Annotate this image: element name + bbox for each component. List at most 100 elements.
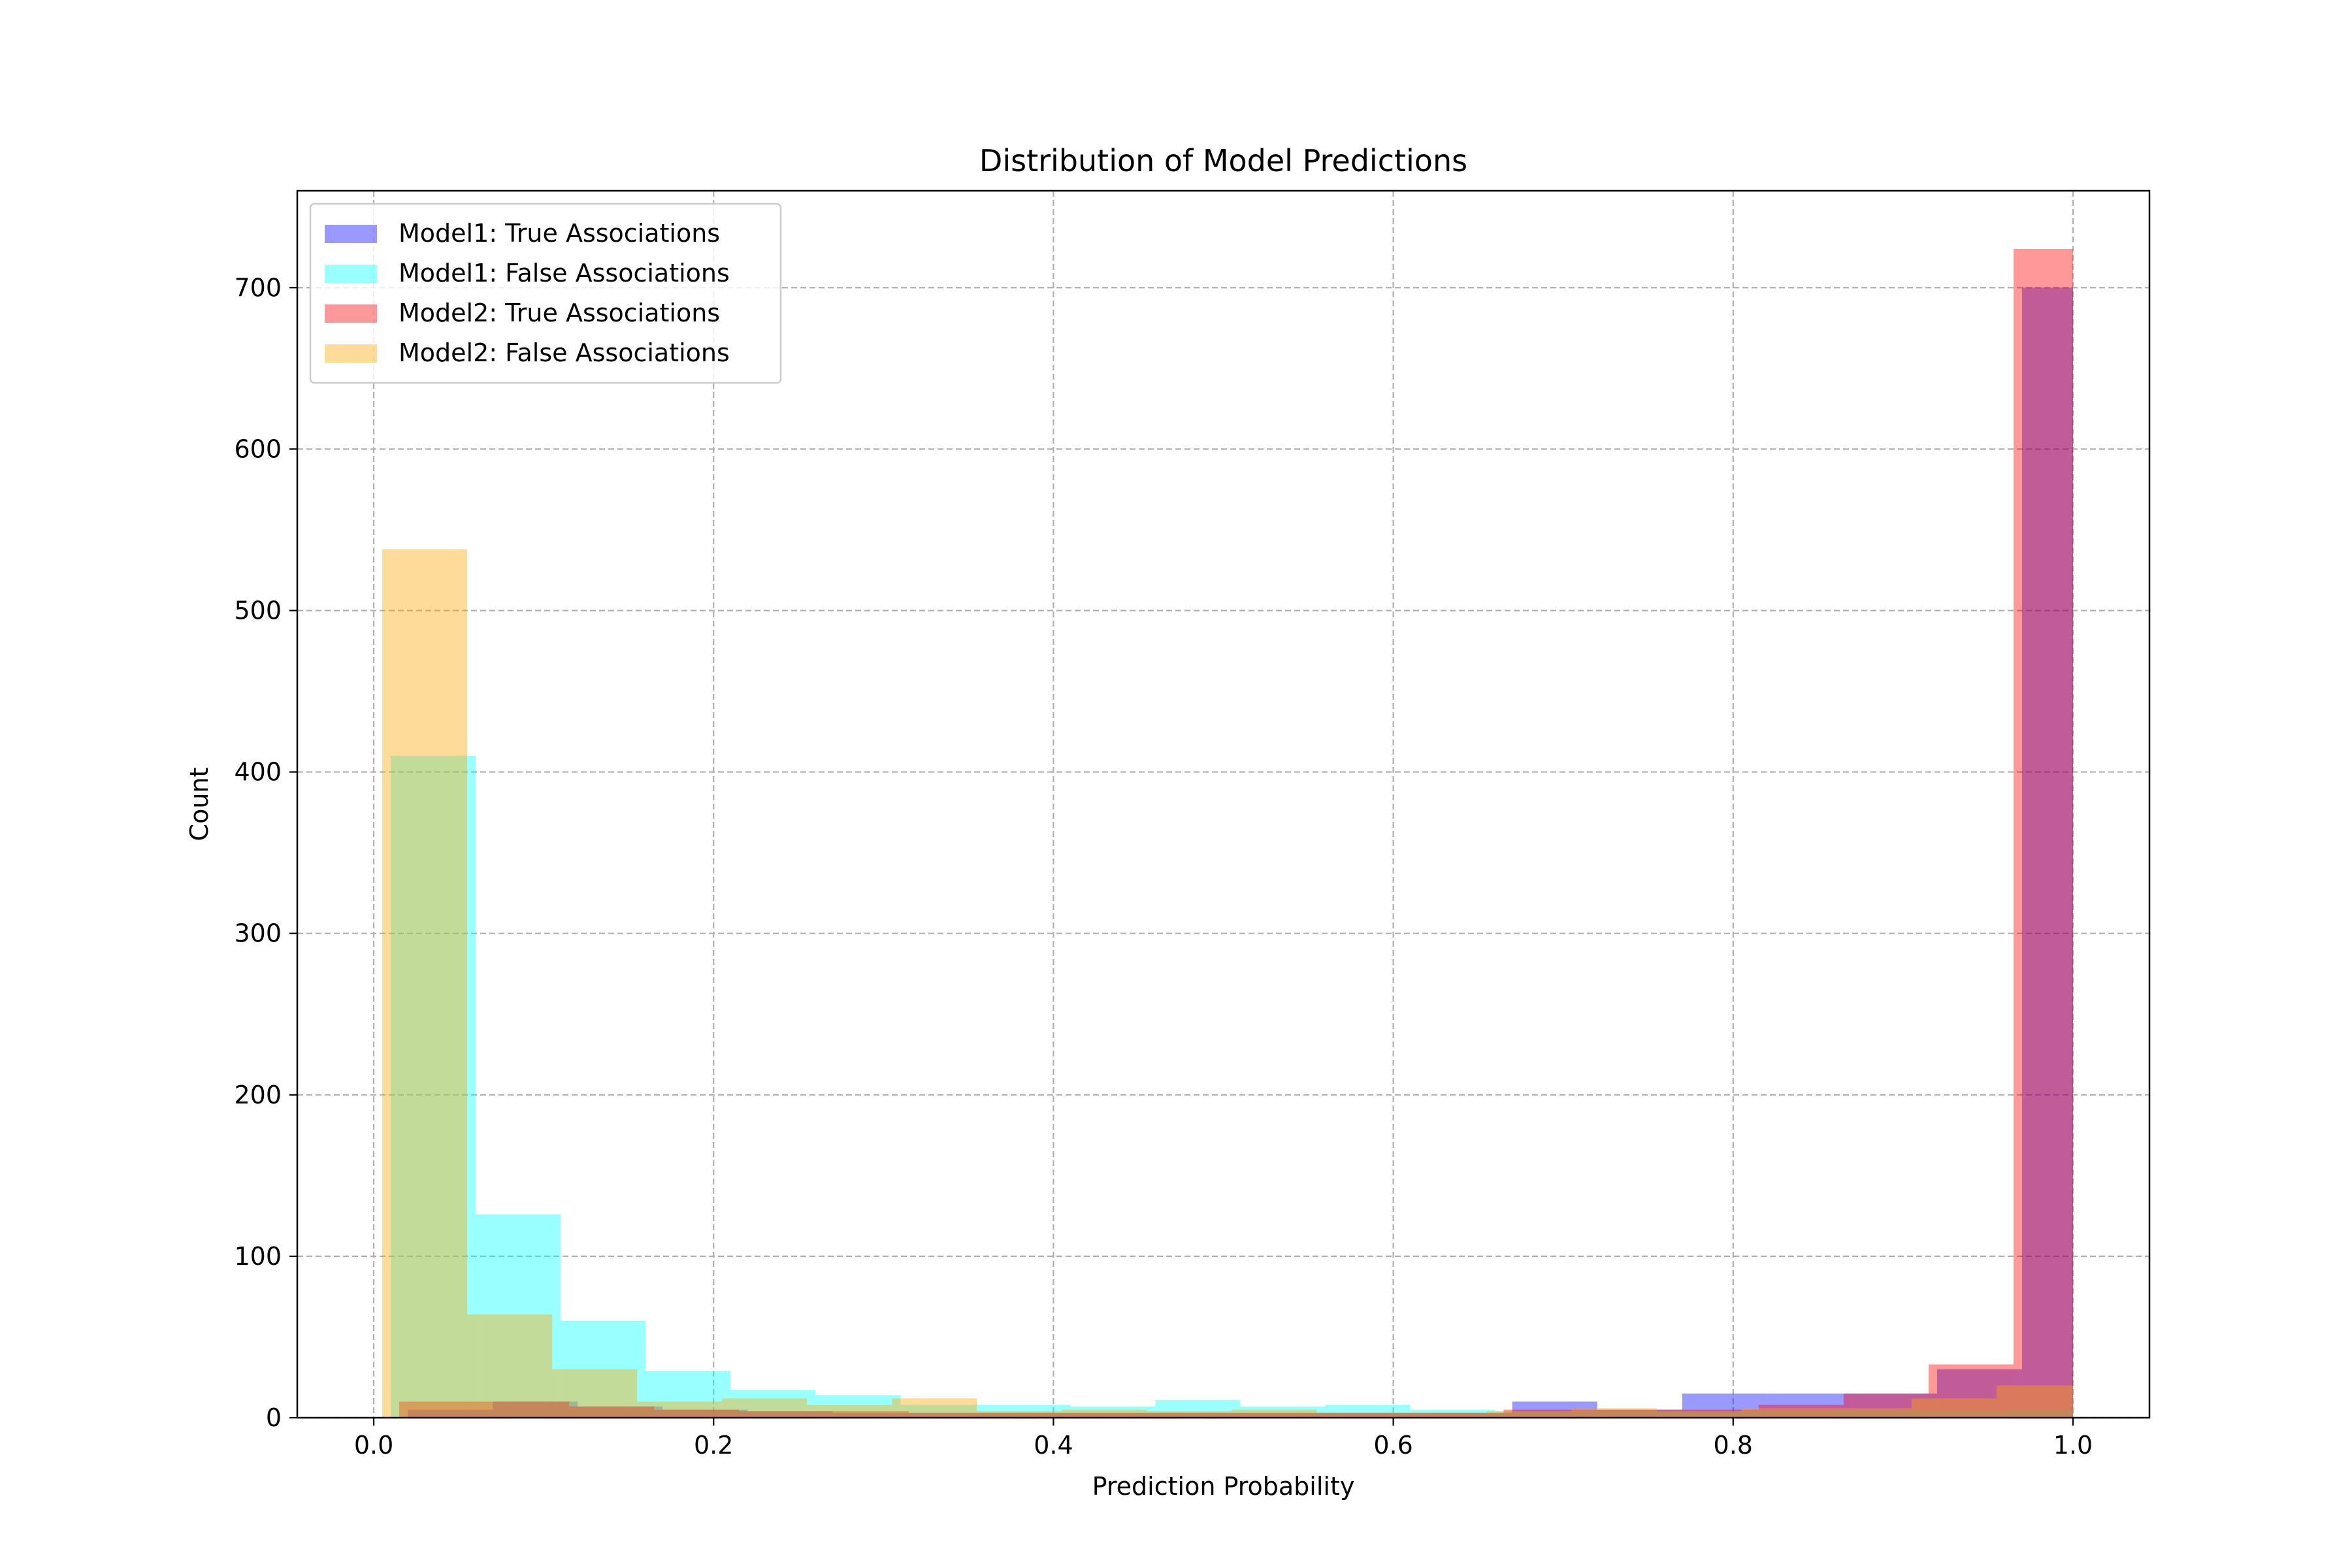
bar-series-4-bin-2 — [467, 1314, 553, 1418]
bar-series-2-bin-12 — [1325, 1405, 1411, 1418]
legend-box — [309, 203, 782, 384]
y-tick-label: 700 — [234, 273, 282, 302]
bar-series-2-bin-1 — [391, 755, 476, 1418]
bar-series-2-bin-7 — [900, 1405, 986, 1418]
bar-series-3-bin-18 — [1843, 1393, 1929, 1418]
legend-swatch-1 — [325, 225, 377, 243]
bar-series-1-bin-7 — [917, 1413, 1003, 1418]
bar-series-3-bin-6 — [824, 1411, 909, 1418]
bar-series-1-bin-15 — [1597, 1409, 1682, 1418]
x-tick-label: 0.0 — [354, 1431, 393, 1460]
x-tick-label: 1.0 — [2053, 1431, 2093, 1460]
bar-series-2-bin-4 — [645, 1371, 731, 1418]
y-tick-label: 600 — [234, 434, 282, 463]
x-tick-label: 0.6 — [1373, 1431, 1413, 1460]
bar-series-1-bin-4 — [662, 1409, 748, 1418]
bar-series-1-bin-1 — [408, 1409, 493, 1418]
series-2-bars — [391, 755, 2073, 1418]
axis-ticks: 0.0 0.2 0.4 0.6 0.8 1.0 0 100 200 300 400 500 600 700 — [234, 273, 2093, 1460]
chart-title: Distribution of Model Predictions — [979, 143, 1467, 178]
legend-swatch-3 — [325, 304, 377, 323]
bar-series-3-bin-10 — [1164, 1413, 1249, 1418]
bar-series-2-bin-18 — [1835, 1409, 1920, 1418]
bar-series-4-bin-19 — [1911, 1398, 1997, 1418]
bar-series-1-bin-2 — [493, 1401, 578, 1418]
bar-series-1-bin-13 — [1427, 1413, 1512, 1418]
y-tick-label: 100 — [234, 1242, 282, 1271]
x-tick-label: 0.2 — [694, 1431, 733, 1460]
bar-series-2-bin-16 — [1665, 1411, 1750, 1418]
bar-series-3-bin-8 — [994, 1413, 1079, 1418]
x-axis-label: Prediction Probability — [1092, 1472, 1355, 1501]
bar-series-1-bin-8 — [1002, 1413, 1088, 1418]
series-3-bars — [399, 248, 2073, 1418]
bar-series-2-bin-19 — [1919, 1411, 2005, 1418]
bar-series-3-bin-12 — [1333, 1413, 1419, 1418]
legend-entry-3: Model2: True Associations — [399, 299, 720, 327]
bar-series-4-bin-7 — [892, 1398, 977, 1418]
bar-series-2-bin-6 — [815, 1395, 901, 1418]
bar-series-4-bin-20 — [1996, 1385, 2073, 1418]
bar-series-3-bin-4 — [654, 1409, 740, 1418]
bar-series-4-bin-13 — [1401, 1413, 1487, 1418]
bar-series-4-bin-11 — [1232, 1409, 1317, 1418]
bar-series-3-bin-13 — [1418, 1413, 1504, 1418]
bar-series-4-bin-6 — [807, 1405, 892, 1418]
bar-series-2-bin-8 — [985, 1405, 1071, 1418]
y-tick-label: 400 — [234, 758, 282, 787]
y-tick-label: 200 — [234, 1081, 282, 1109]
series-1-bars — [408, 287, 2073, 1418]
bar-series-1-bin-16 — [1682, 1393, 1767, 1418]
bar-series-2-bin-14 — [1495, 1411, 1580, 1418]
bar-series-3-bin-7 — [909, 1413, 994, 1418]
legend-entry-1: Model1: True Associations — [399, 219, 720, 248]
bar-series-1-bin-10 — [1172, 1413, 1258, 1418]
bar-series-4-bin-15 — [1571, 1408, 1657, 1418]
bar-series-4-bin-10 — [1147, 1411, 1232, 1418]
bar-series-4-bin-4 — [637, 1401, 723, 1418]
bar-series-1-bin-5 — [747, 1411, 833, 1418]
bar-series-2-bin-2 — [476, 1214, 561, 1418]
bar-series-3-bin-2 — [484, 1401, 570, 1418]
bar-series-3-bin-3 — [569, 1406, 655, 1418]
bar-series-1-bin-19 — [1936, 1369, 2022, 1418]
bar-series-2-bin-3 — [561, 1320, 646, 1418]
bar-series-1-bin-12 — [1342, 1413, 1428, 1418]
plot-frame — [296, 189, 2151, 1419]
bar-series-3-bin-16 — [1673, 1409, 1759, 1418]
bar-series-2-bin-13 — [1410, 1409, 1495, 1418]
bar-series-1-bin-18 — [1852, 1393, 1937, 1418]
bar-series-1-bin-9 — [1087, 1413, 1173, 1418]
bar-series-3-bin-9 — [1079, 1413, 1164, 1418]
bar-series-1-bin-17 — [1767, 1393, 1852, 1418]
y-tick-label: 300 — [234, 919, 282, 948]
bar-series-3-bin-17 — [1758, 1405, 1844, 1418]
bar-series-2-bin-5 — [730, 1390, 816, 1418]
bar-series-2-bin-9 — [1070, 1406, 1156, 1418]
y-tick-label: 0 — [266, 1403, 282, 1432]
x-tick-label: 0.8 — [1714, 1431, 1753, 1460]
bar-series-3-bin-15 — [1588, 1409, 1674, 1418]
bar-series-1-bin-6 — [832, 1413, 918, 1418]
bar-series-4-bin-1 — [382, 549, 468, 1418]
bar-series-3-bin-14 — [1503, 1409, 1589, 1418]
bar-series-3-bin-20 — [2013, 248, 2073, 1418]
bar-series-2-bin-10 — [1155, 1399, 1241, 1418]
bar-series-3-bin-19 — [1928, 1364, 2014, 1418]
legend-entry-4: Model2: False Associations — [399, 338, 730, 367]
bar-series-2-bin-11 — [1240, 1406, 1326, 1418]
bar-series-3-bin-5 — [739, 1411, 825, 1418]
bar-series-1-bin-20 — [2021, 287, 2073, 1418]
legend: Model1: True Associations Model1: False A… — [309, 203, 782, 384]
bar-series-4-bin-5 — [722, 1398, 808, 1418]
bar-series-4-bin-9 — [1062, 1409, 1147, 1418]
bar-series-3-bin-11 — [1249, 1413, 1334, 1418]
legend-entry-2: Model1: False Associations — [399, 259, 730, 287]
y-axis-label: Count — [185, 768, 214, 841]
histogram-bars — [382, 248, 2073, 1418]
legend-swatch-4 — [325, 344, 377, 363]
bar-series-2-bin-15 — [1580, 1411, 1665, 1418]
bar-series-2-bin-20 — [2004, 1409, 2073, 1418]
bar-series-1-bin-11 — [1257, 1413, 1343, 1418]
